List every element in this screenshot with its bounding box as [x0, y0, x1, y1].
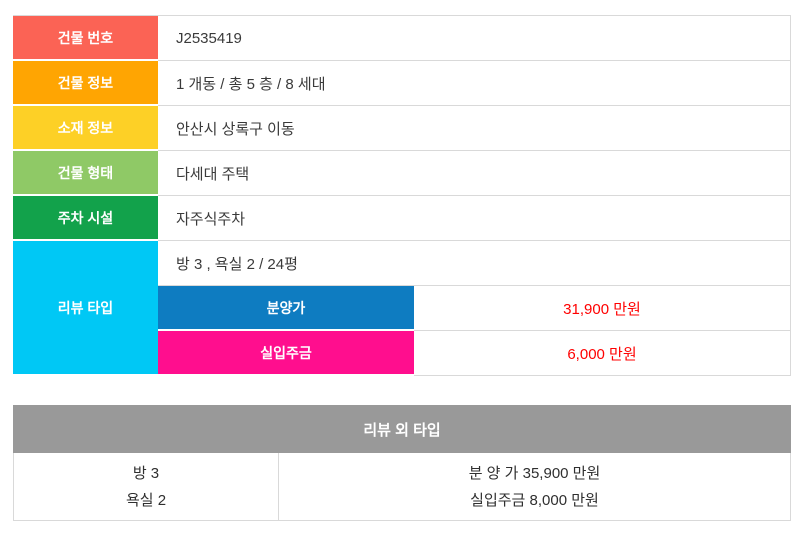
non-review-type-table: 리뷰 외 타입 방 3 욕실 2 분 양 가 35,900 만원 실입주금 8,…	[13, 405, 791, 521]
value-building-info: 1 개동 / 총 5 층 / 8 세대	[158, 61, 791, 106]
building-info-table: 건물 번호 J2535419 건물 정보 1 개동 / 총 5 층 / 8 세대…	[13, 15, 791, 376]
non-review-prices-cell: 분 양 가 35,900 만원 실입주금 8,000 만원	[279, 453, 790, 520]
move-in-cost-row: 실입주금 6,000 만원	[158, 331, 791, 376]
label-move-in-cost: 실입주금	[158, 331, 414, 376]
table-row-location-info: 소재 정보 안산시 상록구 이동	[13, 106, 791, 151]
non-review-type-header: 리뷰 외 타입	[13, 405, 791, 453]
sale-price-row: 분양가 31,900 만원	[158, 286, 791, 331]
label-review-type: 리뷰 타입	[13, 241, 158, 376]
table-row-building-type: 건물 형태 다세대 주택	[13, 151, 791, 196]
value-building-number: J2535419	[158, 16, 791, 61]
review-type-details: 방 3 , 욕실 2 / 24평 분양가 31,900 만원 실입주금 6,00…	[158, 241, 791, 376]
label-sale-price: 분양가	[158, 286, 414, 331]
sale-price-line: 분 양 가 35,900 만원	[468, 464, 601, 482]
label-location-info: 소재 정보	[13, 106, 158, 151]
non-review-rooms-cell: 방 3 욕실 2	[14, 453, 279, 520]
non-review-type-body: 방 3 욕실 2 분 양 가 35,900 만원 실입주금 8,000 만원	[13, 453, 791, 521]
room-summary: 방 3 , 욕실 2 / 24평	[158, 241, 791, 286]
label-parking: 주차 시설	[13, 196, 158, 241]
value-building-type: 다세대 주택	[158, 151, 791, 196]
value-sale-price: 31,900 만원	[414, 286, 791, 331]
value-location-info: 안산시 상록구 이동	[158, 106, 791, 151]
label-building-info: 건물 정보	[13, 61, 158, 106]
label-building-number: 건물 번호	[13, 16, 158, 61]
table-row-building-number: 건물 번호 J2535419	[13, 16, 791, 61]
bathrooms-line: 욕실 2	[125, 491, 167, 509]
rooms-line: 방 3	[132, 464, 160, 482]
label-building-type: 건물 형태	[13, 151, 158, 196]
table-row-review-type: 리뷰 타입 방 3 , 욕실 2 / 24평 분양가 31,900 만원 실입주…	[13, 241, 791, 376]
value-parking: 자주식주차	[158, 196, 791, 241]
move-in-cost-line: 실입주금 8,000 만원	[470, 491, 599, 509]
table-row-parking: 주차 시설 자주식주차	[13, 196, 791, 241]
value-move-in-cost: 6,000 만원	[414, 331, 791, 376]
table-row-building-info: 건물 정보 1 개동 / 총 5 층 / 8 세대	[13, 61, 791, 106]
